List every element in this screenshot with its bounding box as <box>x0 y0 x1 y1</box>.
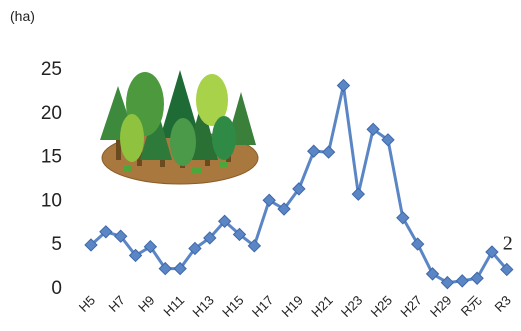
data-point-marker <box>188 241 202 256</box>
y-tick-label: 0 <box>51 278 62 299</box>
data-point-marker <box>455 274 469 288</box>
x-tick-label: H9 <box>135 293 157 315</box>
data-point-marker <box>84 238 98 252</box>
y-tick-label: 10 <box>41 190 62 211</box>
data-label-last: 2 <box>503 232 513 254</box>
x-tick-label: H7 <box>105 293 127 315</box>
x-tick-label: H17 <box>249 293 276 320</box>
x-tick-label: H29 <box>427 293 454 320</box>
x-tick-label: H21 <box>308 293 335 320</box>
data-point-marker <box>292 182 306 196</box>
data-point-marker <box>307 144 321 158</box>
y-tick-label: 25 <box>41 59 62 80</box>
data-point-marker <box>321 145 336 159</box>
data-point-marker <box>485 245 499 259</box>
y-tick-label: 5 <box>51 234 62 255</box>
x-tick-label: H25 <box>368 293 395 320</box>
x-tick-label: H27 <box>397 293 424 320</box>
x-tick-label: H13 <box>189 293 216 320</box>
x-axis: H5 H7 H9 H11 H13 H15 H17 H19 H21 H23 H25 H27 H29 R元 R3 <box>76 293 514 320</box>
data-point-marker <box>440 275 455 290</box>
x-tick-label: H23 <box>338 293 365 320</box>
x-tick-label: H5 <box>76 293 98 315</box>
data-point-marker <box>232 227 247 242</box>
data-point-marker <box>351 187 366 201</box>
data-point-marker <box>410 237 425 251</box>
data-point-marker <box>277 202 291 216</box>
data-point-marker <box>396 211 410 225</box>
data-point-marker <box>366 122 380 137</box>
y-tick-label: 20 <box>41 103 62 124</box>
data-point-marker <box>203 231 217 245</box>
x-tick-label: H15 <box>219 293 246 320</box>
data-markers <box>84 78 514 290</box>
data-point-marker <box>381 133 395 147</box>
x-tick-label: H19 <box>279 293 306 320</box>
data-point-marker <box>113 229 128 243</box>
y-unit-label: (ha) <box>10 8 35 24</box>
data-point-marker <box>128 248 143 263</box>
data-point-marker <box>425 267 440 281</box>
data-point-marker <box>158 261 172 276</box>
data-point-marker <box>99 225 113 239</box>
data-point-marker <box>143 239 158 254</box>
data-point-marker <box>470 271 484 285</box>
data-point-marker <box>500 262 514 277</box>
data-point-marker <box>217 214 232 229</box>
data-point-marker <box>247 239 262 253</box>
forest-illustration-icon <box>100 70 259 185</box>
data-point-marker <box>262 193 276 207</box>
y-axis: 0 5 10 15 20 25 <box>41 59 62 299</box>
x-tick-label: R3 <box>492 293 514 315</box>
x-tick-label: H11 <box>160 293 187 320</box>
data-point-marker <box>336 78 351 93</box>
x-tick-label: R元 <box>458 293 484 319</box>
data-point-marker <box>173 261 187 276</box>
y-tick-label: 15 <box>41 147 62 168</box>
